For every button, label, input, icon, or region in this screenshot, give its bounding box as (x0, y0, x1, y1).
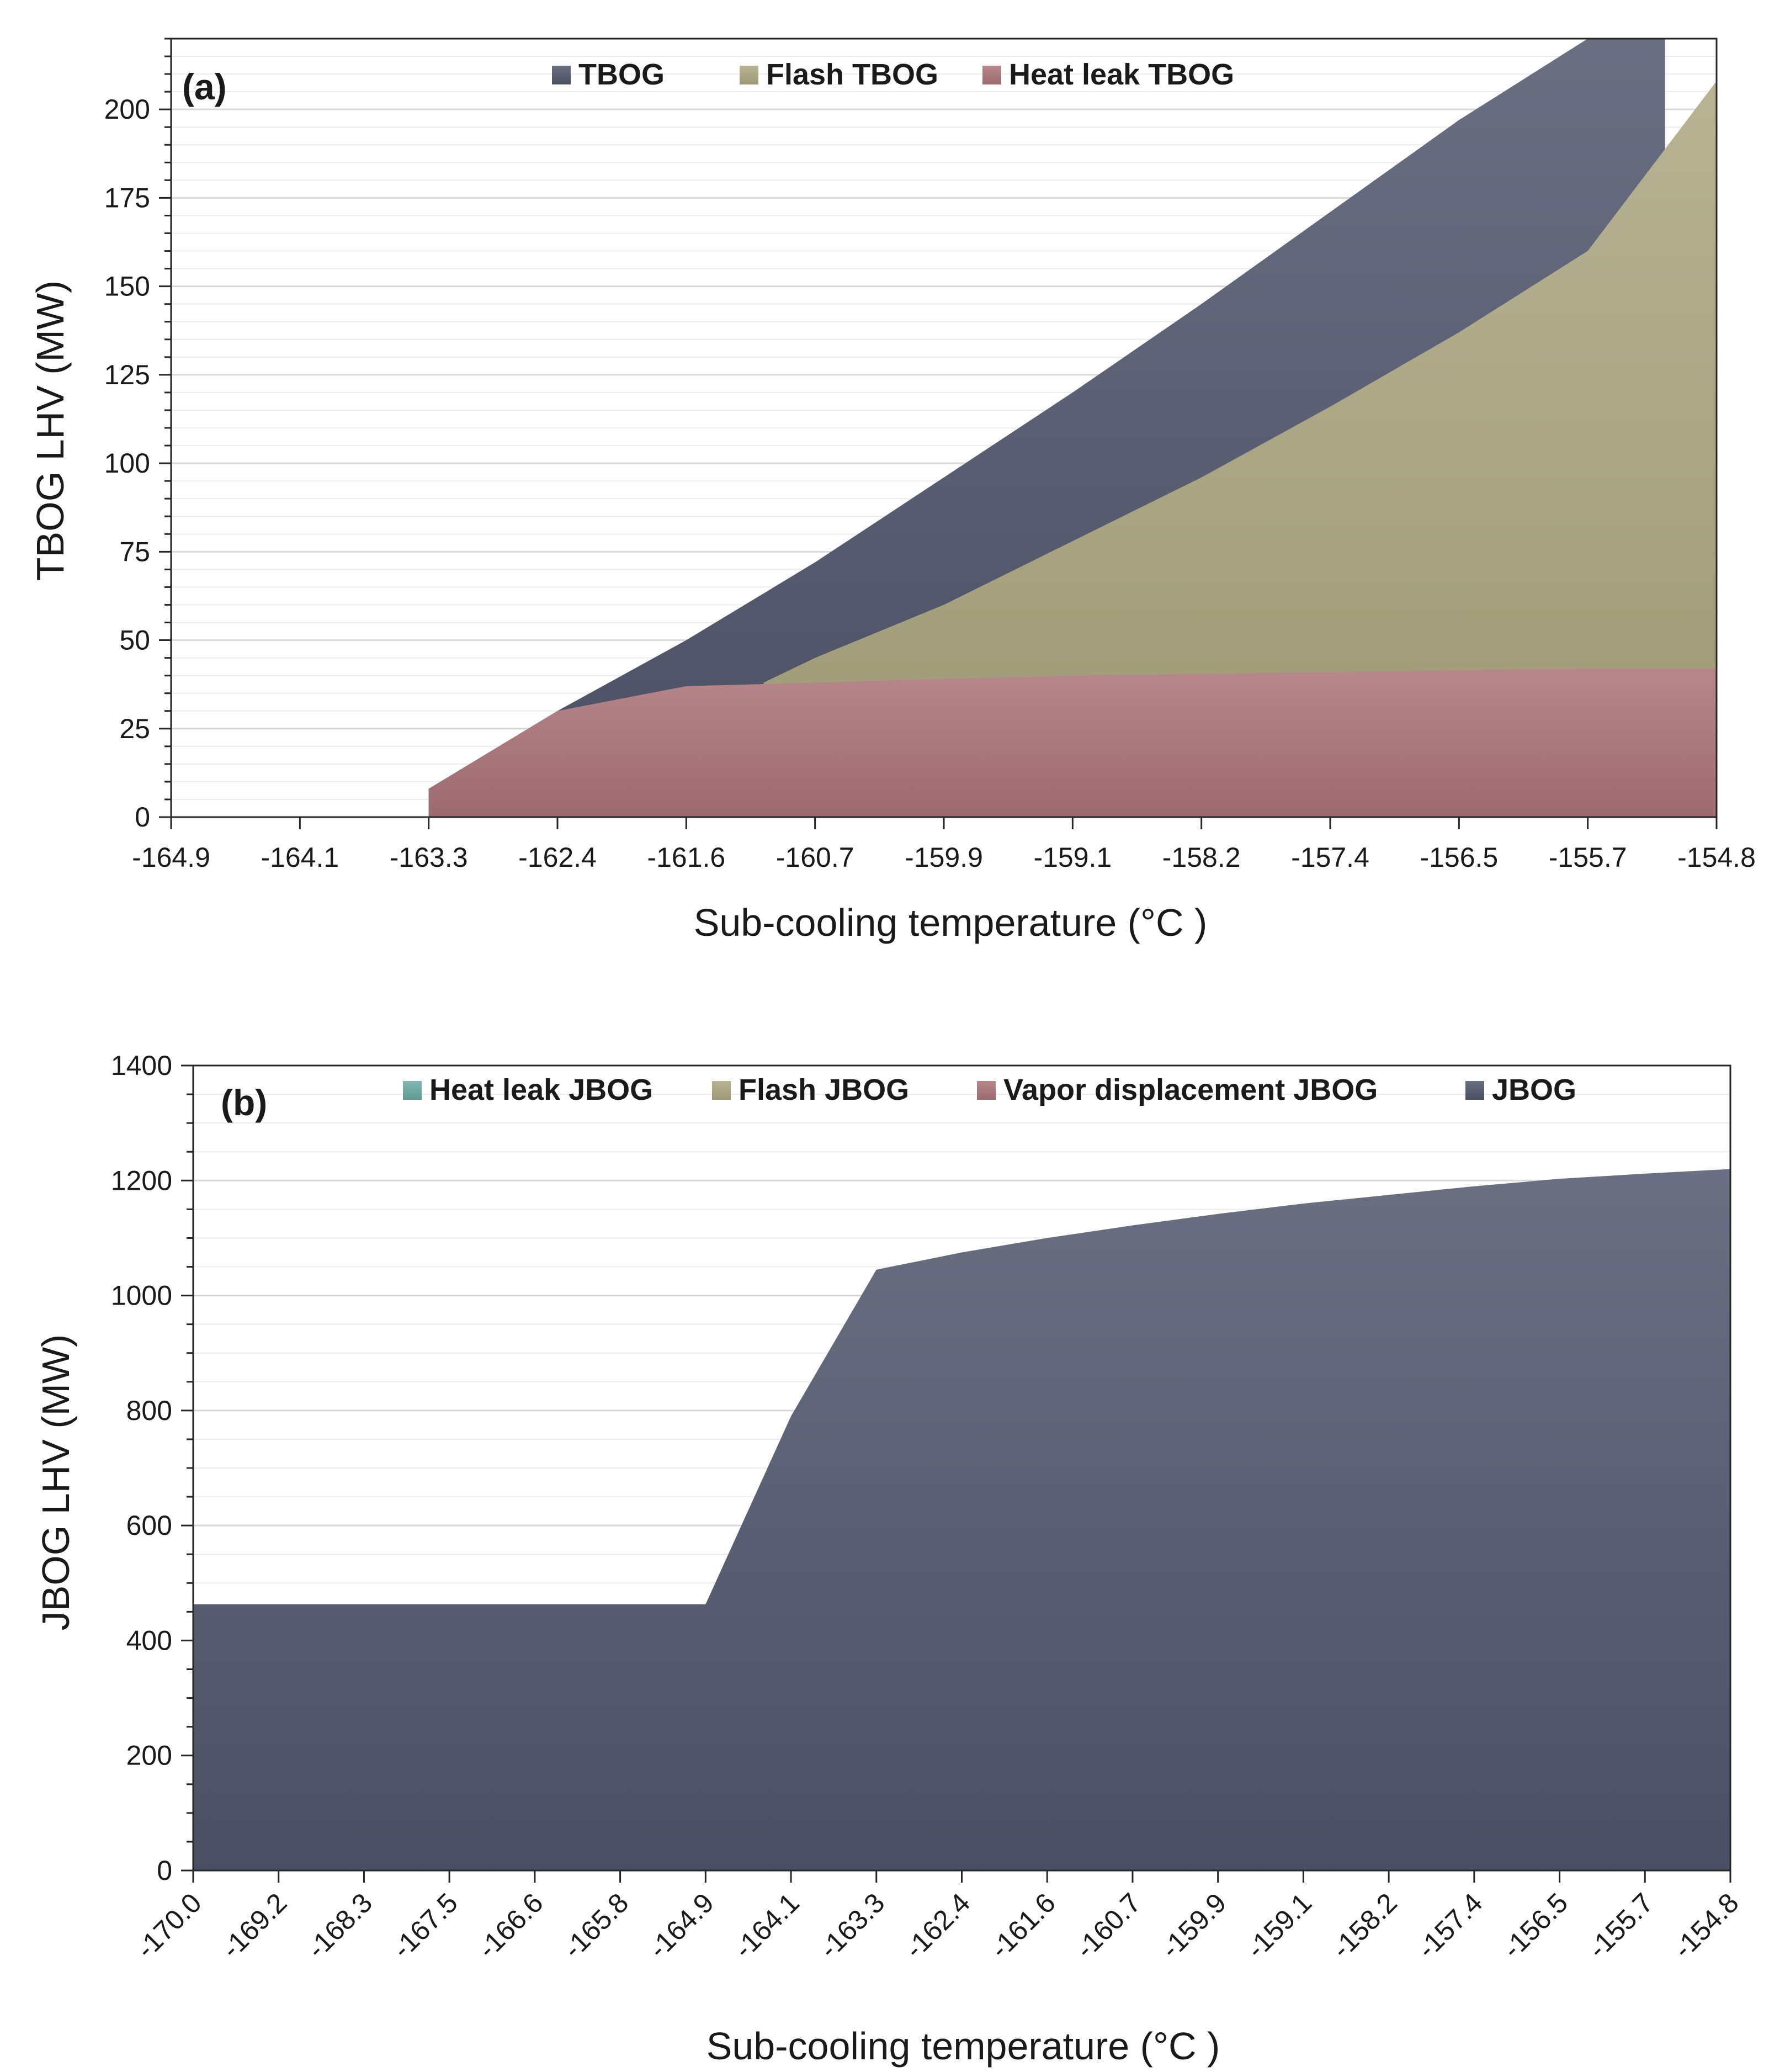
x-tick-label: -162.4 (518, 842, 597, 873)
legend-swatch-tbog (552, 66, 571, 84)
y-tick-label: 200 (104, 94, 150, 125)
legend-label-jbog: JBOG (1492, 1073, 1576, 1106)
x-tick-label: -165.8 (557, 1887, 635, 1964)
legend-swatch-flash-jbog (712, 1081, 731, 1100)
chart-a-tbog: 0 25 50 75 100 125 150 175 200 -164.9 -164.1 -163.3… (29, 38, 1756, 944)
x-tick-label: -163.3 (390, 842, 468, 873)
legend-swatch-vapor-displacement-jbog (977, 1081, 996, 1100)
chart-a-legend: TBOG Flash TBOG Heat leak TBOG (552, 58, 1234, 91)
x-tick-label: -164.1 (728, 1887, 805, 1964)
x-tick-label: -159.1 (1033, 842, 1112, 873)
area-jbog (193, 1169, 1730, 1870)
legend-label-flash-tbog: Flash TBOG (766, 58, 938, 91)
x-tick-label: -168.3 (301, 1887, 378, 1964)
y-tick-label: 800 (126, 1395, 172, 1426)
chart-b-legend: Heat leak JBOG Flash JBOG Vapor displaceme… (403, 1073, 1576, 1106)
x-tick-label: -170.0 (130, 1887, 208, 1964)
y-tick-label: 175 (104, 182, 150, 213)
legend-label-heat-leak-jbog: Heat leak JBOG (429, 1073, 653, 1106)
y-tick-label: 1200 (111, 1165, 172, 1196)
y-tick-label: 50 (119, 625, 150, 656)
legend-label-flash-jbog: Flash JBOG (739, 1073, 909, 1106)
legend-swatch-jbog (1465, 1081, 1484, 1100)
chart-a-x-axis-title: Sub-cooling temperature (°C ) (694, 901, 1208, 944)
y-tick-label: 600 (126, 1510, 172, 1541)
y-tick-label: 0 (135, 802, 150, 833)
x-tick-label: -164.1 (261, 842, 339, 873)
y-tick-label: 200 (126, 1740, 172, 1771)
x-tick-label: -155.7 (1582, 1887, 1659, 1964)
legend-label-tbog: TBOG (578, 58, 665, 91)
x-tick-label: -163.3 (814, 1887, 891, 1964)
x-tick-label: -157.4 (1291, 842, 1369, 873)
x-tick-label: -158.2 (1162, 842, 1241, 873)
chart-b-areas (193, 1169, 1730, 1870)
x-tick-label: -167.5 (386, 1887, 464, 1964)
x-tick-label: -155.7 (1549, 842, 1627, 873)
y-tick-label: 100 (104, 448, 150, 479)
x-tick-label: -154.8 (1667, 1887, 1745, 1964)
x-tick-label: -158.2 (1326, 1887, 1403, 1964)
y-tick-label: 150 (104, 271, 150, 302)
y-tick-label: 75 (119, 536, 150, 567)
legend-swatch-flash-tbog (740, 66, 758, 84)
x-tick-label: -160.7 (776, 842, 854, 873)
chart-b-axes (181, 1064, 1731, 1883)
x-tick-label: -169.2 (216, 1887, 293, 1964)
y-tick-label: 25 (119, 713, 150, 744)
x-tick-label: -156.5 (1420, 842, 1498, 873)
y-tick-label: 1400 (111, 1050, 172, 1081)
chart-b-panel-label: (b) (221, 1082, 267, 1123)
y-tick-label: 125 (104, 359, 150, 390)
area-heat-leak-tbog (428, 668, 1717, 817)
x-tick-label: -164.9 (642, 1887, 720, 1964)
x-tick-label: -159.9 (905, 842, 983, 873)
area-flash-tbog (763, 81, 1717, 817)
chart-a-areas (428, 39, 1717, 817)
x-tick-label: -159.9 (1155, 1887, 1232, 1964)
y-tick-label: 0 (157, 1855, 172, 1886)
x-tick-label: -161.6 (647, 842, 725, 873)
x-tick-label: -159.1 (1240, 1887, 1318, 1964)
x-tick-label: -164.9 (132, 842, 210, 873)
chart-a-panel-label: (a) (182, 66, 227, 107)
x-tick-label: -162.4 (899, 1887, 976, 1964)
chart-b-x-axis-title: Sub-cooling temperature (°C ) (706, 2025, 1220, 2068)
x-tick-label: -157.4 (1411, 1887, 1489, 1964)
y-tick-label: 400 (126, 1625, 172, 1656)
chart-a-tick-labels: 0 25 50 75 100 125 150 175 200 -164.9 -164.1 -163.3… (104, 94, 1756, 873)
x-tick-label: -156.5 (1496, 1887, 1574, 1964)
legend-label-heat-leak-tbog: Heat leak TBOG (1009, 58, 1234, 91)
legend-swatch-heat-leak-tbog (982, 66, 1001, 84)
chart-a-axes (159, 38, 1718, 829)
chart-a-y-axis-title: TBOG LHV (MW) (29, 280, 72, 581)
x-tick-label: -154.8 (1677, 842, 1756, 873)
x-tick-label: -166.6 (472, 1887, 549, 1964)
x-tick-label: -160.7 (1070, 1887, 1147, 1964)
x-tick-label: -161.6 (984, 1887, 1061, 1964)
chart-b-y-axis-title: JBOG LHV (MW) (34, 1334, 77, 1631)
legend-label-vapor-displacement-jbog: Vapor displacement JBOG (1003, 1073, 1378, 1106)
legend-swatch-heat-leak-jbog (403, 1081, 422, 1100)
y-tick-label: 1000 (111, 1280, 172, 1311)
